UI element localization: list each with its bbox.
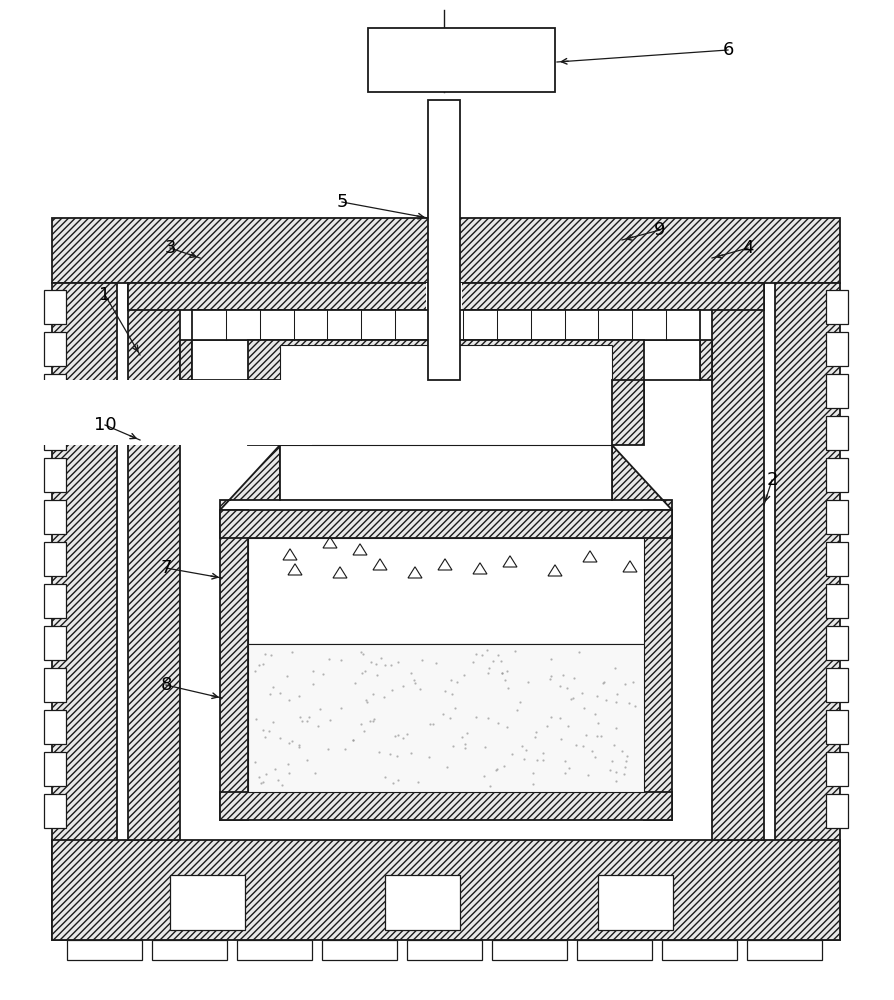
Bar (220, 792, 672, 820)
Bar (826, 500, 848, 534)
Bar (44, 374, 66, 408)
Polygon shape (612, 445, 672, 510)
Bar (128, 283, 180, 840)
Bar (44, 416, 66, 450)
Bar (826, 290, 848, 324)
Text: 3: 3 (164, 239, 176, 257)
Bar (747, 940, 822, 960)
Bar (152, 940, 227, 960)
Polygon shape (180, 340, 192, 380)
Bar (612, 380, 644, 445)
Text: 2: 2 (766, 471, 778, 489)
Bar (662, 940, 737, 960)
Bar (428, 100, 460, 380)
Bar (220, 510, 248, 820)
Bar (170, 875, 245, 930)
Bar (826, 332, 848, 366)
Bar (644, 510, 672, 820)
Bar (52, 283, 117, 940)
Bar (44, 290, 66, 324)
Bar (322, 940, 397, 960)
Bar (248, 340, 644, 418)
Polygon shape (700, 340, 712, 380)
Bar (775, 283, 840, 940)
Bar (826, 416, 848, 450)
Bar (44, 332, 66, 366)
Bar (826, 752, 848, 786)
Bar (44, 500, 66, 534)
Bar (598, 875, 673, 930)
Bar (44, 542, 66, 576)
Bar (44, 710, 66, 744)
Bar (237, 940, 312, 960)
Polygon shape (220, 445, 280, 510)
Bar (826, 584, 848, 618)
Bar (280, 445, 612, 500)
Bar (712, 283, 764, 840)
Text: 7: 7 (160, 559, 172, 577)
Bar (248, 644, 644, 792)
Bar (192, 310, 700, 340)
Bar (280, 345, 612, 445)
Bar (826, 542, 848, 576)
Bar (826, 794, 848, 828)
Bar (128, 283, 764, 310)
Bar (44, 668, 66, 702)
Bar (826, 626, 848, 660)
Bar (44, 794, 66, 828)
Bar (44, 584, 66, 618)
Text: 10: 10 (94, 416, 116, 434)
Bar (44, 458, 66, 492)
Text: 4: 4 (742, 239, 754, 257)
Bar (826, 710, 848, 744)
Bar (826, 668, 848, 702)
Bar (826, 458, 848, 492)
Bar (32, 380, 312, 445)
Bar (44, 752, 66, 786)
Bar (52, 840, 840, 940)
Bar (220, 510, 672, 538)
Bar (117, 283, 775, 840)
Bar (248, 380, 280, 445)
Bar (44, 626, 66, 660)
Text: 5: 5 (336, 193, 348, 211)
Bar (248, 538, 644, 644)
Bar (192, 340, 700, 380)
Bar (426, 283, 462, 310)
Text: 8: 8 (160, 676, 172, 694)
Bar (492, 940, 567, 960)
Bar (577, 940, 652, 960)
Bar (52, 218, 840, 283)
Bar (67, 940, 142, 960)
Text: 1: 1 (99, 286, 111, 304)
Bar (407, 940, 482, 960)
Bar (180, 283, 712, 840)
Text: 6: 6 (722, 41, 734, 59)
Bar (385, 875, 460, 930)
Bar (826, 374, 848, 408)
Text: 9: 9 (654, 221, 666, 239)
Bar (368, 28, 555, 92)
